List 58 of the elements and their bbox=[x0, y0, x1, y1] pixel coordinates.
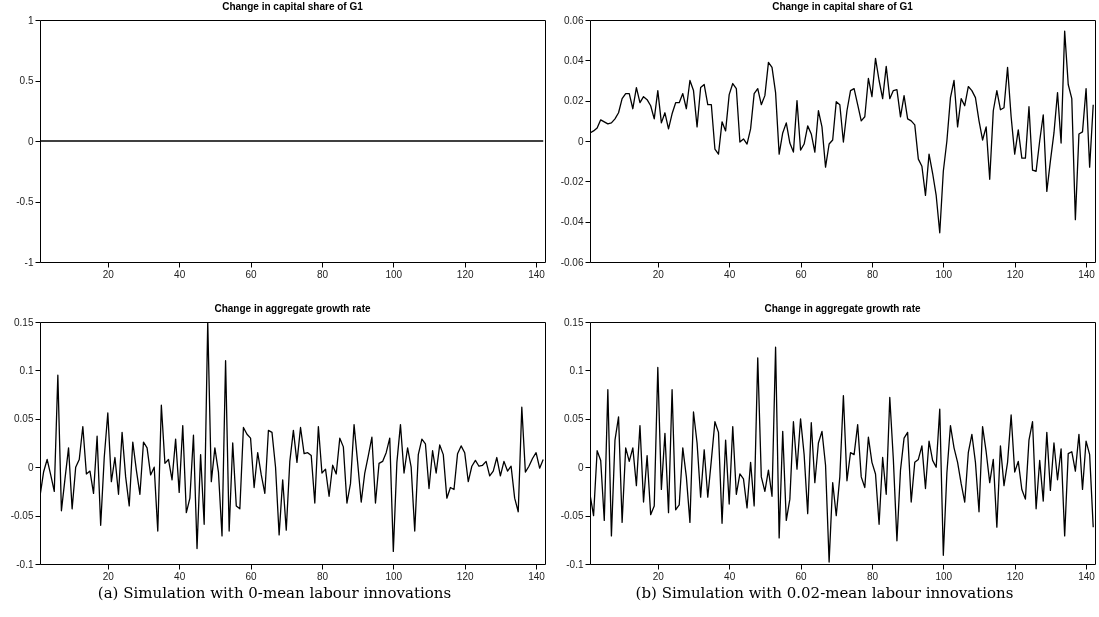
x-tick-label: 140 bbox=[1078, 268, 1096, 280]
x-tick-label: 100 bbox=[385, 268, 403, 280]
y-tick-label: -1 bbox=[24, 256, 34, 268]
y-tick-label: 0.06 bbox=[564, 14, 584, 26]
y-tick-label: -0.05 bbox=[560, 510, 584, 522]
chart-title: Change in capital share of G1 bbox=[772, 1, 914, 12]
y-tick-label: 0 bbox=[27, 461, 34, 473]
y-tick-label: -0.1 bbox=[16, 558, 34, 570]
x-tick-label: 80 bbox=[316, 268, 329, 280]
text: (a) Simulation with 0-mean labour innovations bbox=[96, 584, 453, 602]
y-tick-label: -0.05 bbox=[10, 510, 34, 522]
x-tick-label: 140 bbox=[528, 268, 546, 280]
chart-title: Change in aggregate growth rate bbox=[764, 303, 921, 314]
x-tick-label: 120 bbox=[1006, 268, 1024, 280]
y-tick-label: 0 bbox=[577, 461, 584, 473]
y-tick-label: 0.05 bbox=[564, 413, 584, 425]
y-tick-label: 0.5 bbox=[19, 75, 34, 86]
x-tick-label: 60 bbox=[245, 570, 258, 582]
x-tick-label: 40 bbox=[174, 570, 186, 582]
y-tick-label: 1 bbox=[27, 14, 34, 26]
chart-title: Change in aggregate growth rate bbox=[214, 303, 371, 314]
y-tick-label: 0 bbox=[27, 135, 34, 147]
y-tick-label: 0.02 bbox=[564, 95, 584, 107]
y-tick-label: 0.04 bbox=[564, 54, 584, 66]
x-tick-label: 120 bbox=[1006, 570, 1024, 582]
x-tick-label: 100 bbox=[935, 570, 953, 582]
x-tick-label: 60 bbox=[245, 268, 258, 280]
y-tick-label: 0.15 bbox=[564, 316, 584, 328]
y-tick-label: 0.1 bbox=[569, 364, 584, 376]
x-tick-label: 20 bbox=[102, 268, 115, 280]
y-tick-label: 0.1 bbox=[19, 364, 34, 376]
x-tick-label: 40 bbox=[724, 268, 736, 280]
x-tick-label: 40 bbox=[724, 570, 736, 582]
x-tick-label: 80 bbox=[866, 268, 879, 280]
y-tick-label: 0.15 bbox=[14, 316, 34, 328]
x-tick-label: 60 bbox=[795, 268, 808, 280]
x-tick-label: 120 bbox=[456, 268, 474, 280]
y-tick-label: -0.04 bbox=[560, 216, 584, 228]
x-tick-label: 40 bbox=[174, 268, 186, 280]
x-tick-label: 20 bbox=[652, 570, 665, 582]
x-tick-label: 80 bbox=[316, 570, 329, 582]
y-tick-label: -0.5 bbox=[16, 196, 34, 207]
x-tick-label: 80 bbox=[866, 570, 879, 582]
x-tick-label: 60 bbox=[795, 570, 808, 582]
x-tick-label: 120 bbox=[456, 570, 474, 582]
text: (b) Simulation with 0.02-mean labour innovations bbox=[634, 584, 1015, 602]
x-tick-label: 140 bbox=[528, 570, 546, 582]
chart-title: Change in capital share of G1 bbox=[222, 1, 364, 12]
x-tick-label: 140 bbox=[1078, 570, 1096, 582]
x-tick-label: 100 bbox=[385, 570, 403, 582]
y-tick-label: 0 bbox=[577, 135, 584, 147]
y-tick-label: -0.1 bbox=[566, 558, 584, 570]
x-tick-label: 20 bbox=[102, 570, 115, 582]
x-tick-label: 20 bbox=[652, 268, 665, 280]
y-tick-label: 0.05 bbox=[14, 413, 34, 425]
y-tick-label: -0.02 bbox=[560, 175, 584, 187]
x-tick-label: 100 bbox=[935, 268, 953, 280]
y-tick-label: -0.06 bbox=[560, 256, 584, 268]
